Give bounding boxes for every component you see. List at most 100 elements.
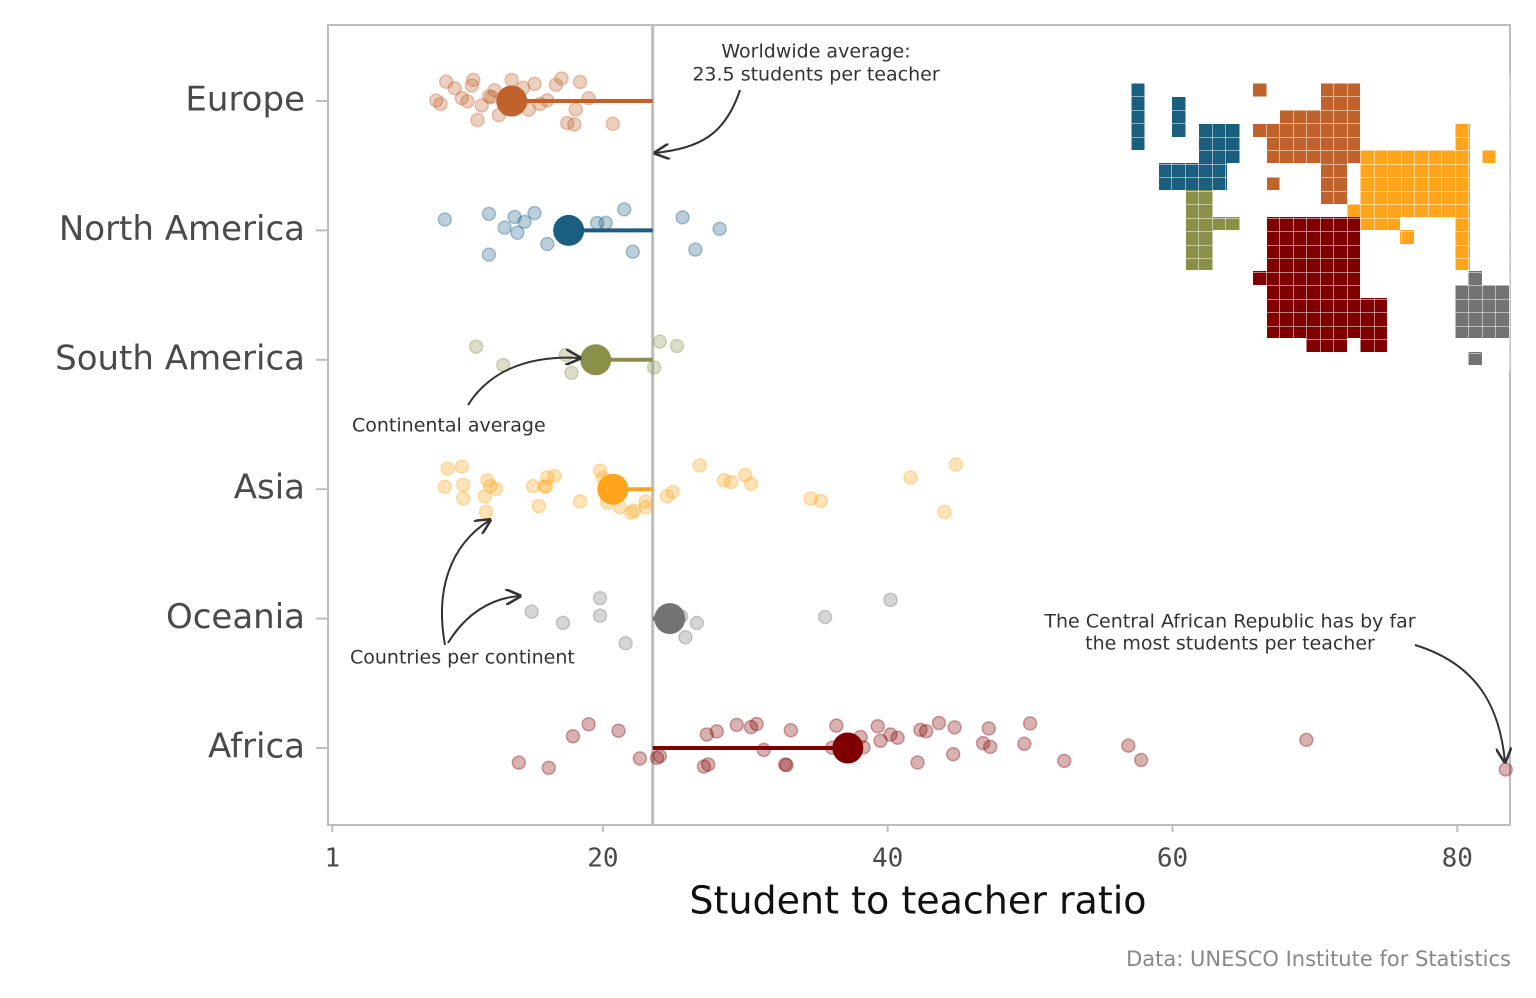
x-tick-label: 80 [1442,844,1473,874]
country-point [652,334,668,349]
country-point [910,755,925,770]
y-tick-label: Asia [234,468,305,508]
country-point [480,473,495,488]
country-point [743,719,759,735]
country-point [665,484,680,500]
country-point [567,117,582,132]
country-point [688,242,703,257]
arrow [467,358,580,406]
country-point [598,215,613,231]
country-point [437,479,453,494]
country-point [626,503,642,518]
country-point [1133,752,1149,768]
country-point [540,236,555,252]
country-point [478,504,494,520]
country-point [592,608,608,623]
country-point [581,716,596,732]
caption: Data: UNESCO Institute for Statistics [1126,947,1511,971]
country-point [883,727,898,742]
country-point [625,244,641,259]
country-point [447,80,462,96]
country-point [488,481,504,497]
country-point [428,93,444,108]
country-point [547,468,562,484]
x-tick-label: 60 [1157,844,1188,874]
country-point [454,459,470,474]
annotation: the most students per teacher [1085,633,1375,655]
country-point [541,760,556,776]
country-point [483,478,498,494]
country-point [456,490,471,506]
country-point [540,470,555,485]
country-point [437,212,453,227]
country-point [537,479,552,494]
country-point [712,221,727,237]
country-point [729,717,744,733]
country-point [474,98,490,113]
country-point [454,90,470,106]
country-point [1299,732,1314,748]
continent-average [832,732,864,764]
plot: 1 20 40 60 80 Europe North America South Americ… [55,25,1513,874]
country-point [937,504,952,520]
country-point [497,220,512,235]
country-point [538,478,554,494]
country-point [738,467,753,483]
country-point [517,214,532,230]
country-point [1057,753,1072,769]
country-point [624,505,639,520]
continent-average [496,85,528,117]
country-point [456,477,471,493]
country-point [652,748,668,764]
country-point [649,750,665,766]
y-tick-label: Africa [208,727,305,767]
country-point [931,715,947,731]
country-point [692,458,707,473]
country-point [592,463,608,479]
panel [327,24,1511,826]
country-point [481,247,497,262]
country-point [632,751,648,766]
country-point [481,89,497,104]
country-point [779,757,794,773]
continent-average [654,603,686,635]
country-point [438,74,454,90]
country-point [696,759,712,774]
x-tick-label: 1 [324,844,340,874]
country-point [975,735,991,751]
country-point [689,615,705,631]
x-tick-label: 40 [872,844,903,874]
country-point [948,457,964,472]
country-point [699,727,715,742]
country-point [1017,736,1032,751]
country-point [678,629,693,645]
country-point [829,718,844,733]
country-point [504,72,519,88]
country-point [565,728,581,744]
annotation: Worldwide average: [721,41,910,63]
country-point [890,730,905,746]
country-point [554,71,569,86]
map-grid [1125,75,1515,370]
country-point [1498,762,1513,777]
arrow [655,89,741,153]
country-point [481,206,497,222]
country-point [525,478,541,494]
country-point [945,746,961,762]
country-point [555,615,571,631]
country-point [675,210,690,225]
country-point [870,718,885,734]
country-point [873,733,888,749]
country-point [572,74,588,90]
country-point [470,112,485,128]
country-point [559,115,575,131]
arrow [441,520,490,646]
country-point [511,755,527,770]
country-point [813,493,828,509]
country-point [947,720,962,735]
country-point [982,739,998,755]
country-point [564,365,579,380]
continent-average [580,344,612,376]
country-point [558,347,574,363]
country-point [466,72,481,88]
